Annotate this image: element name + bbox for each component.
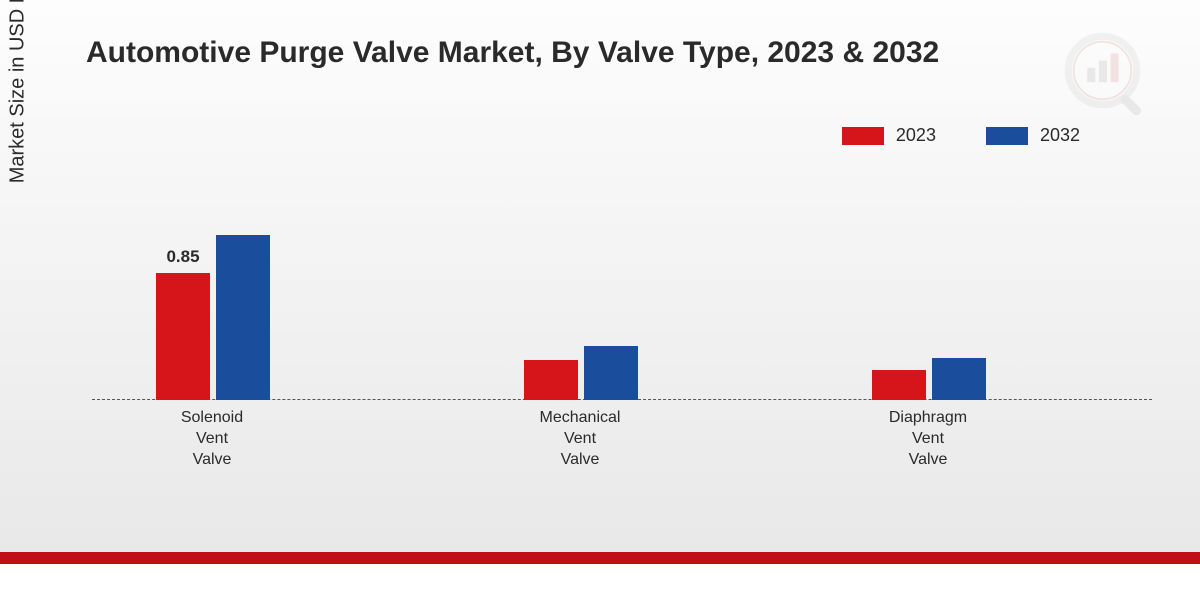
bar bbox=[584, 346, 638, 400]
bar bbox=[932, 358, 986, 400]
footer-band bbox=[0, 564, 1200, 600]
legend-item-2023: 2023 bbox=[842, 125, 936, 146]
watermark-logo-icon bbox=[1062, 30, 1152, 120]
legend-label-2023: 2023 bbox=[896, 125, 936, 146]
x-axis-label: DiaphragmVentValve bbox=[858, 408, 998, 470]
bar-value-label: 0.85 bbox=[153, 247, 213, 267]
bar bbox=[524, 360, 578, 401]
bar bbox=[156, 273, 210, 401]
bar bbox=[216, 235, 270, 400]
legend-item-2032: 2032 bbox=[986, 125, 1080, 146]
bar-group bbox=[524, 346, 638, 400]
plot-area: 0.85 bbox=[92, 160, 1152, 400]
x-axis-label: SolenoidVentValve bbox=[142, 408, 282, 470]
x-axis-label: MechanicalVentValve bbox=[510, 408, 650, 470]
chart-title: Automotive Purge Valve Market, By Valve … bbox=[86, 36, 939, 70]
legend-swatch-2032 bbox=[986, 127, 1028, 145]
legend-label-2032: 2032 bbox=[1040, 125, 1080, 146]
bar bbox=[872, 370, 926, 400]
footer-accent-bar bbox=[0, 552, 1200, 564]
legend-swatch-2023 bbox=[842, 127, 884, 145]
bar-group bbox=[872, 358, 986, 400]
y-axis-label: Market Size in USD Billion bbox=[7, 0, 30, 183]
legend: 2023 2032 bbox=[842, 125, 1080, 146]
